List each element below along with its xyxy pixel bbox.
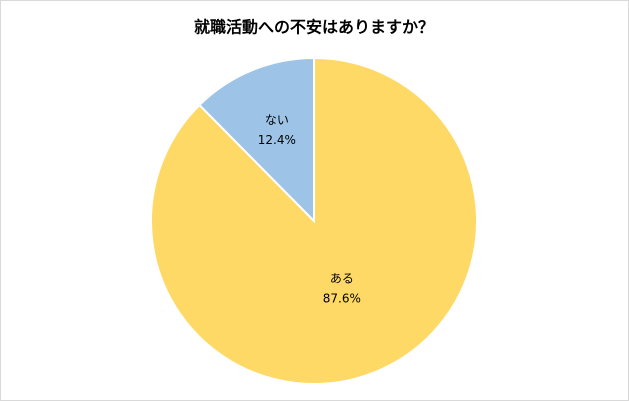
slice-category-label: ある	[330, 271, 354, 285]
slice-category-label: ない	[265, 113, 289, 127]
slice-value-label: 12.4%	[258, 133, 296, 147]
pie-slice	[198, 56, 315, 224]
slice-value-label: 87.6%	[323, 291, 361, 305]
chart-title: 就職活動への不安はありますか？	[194, 18, 434, 37]
